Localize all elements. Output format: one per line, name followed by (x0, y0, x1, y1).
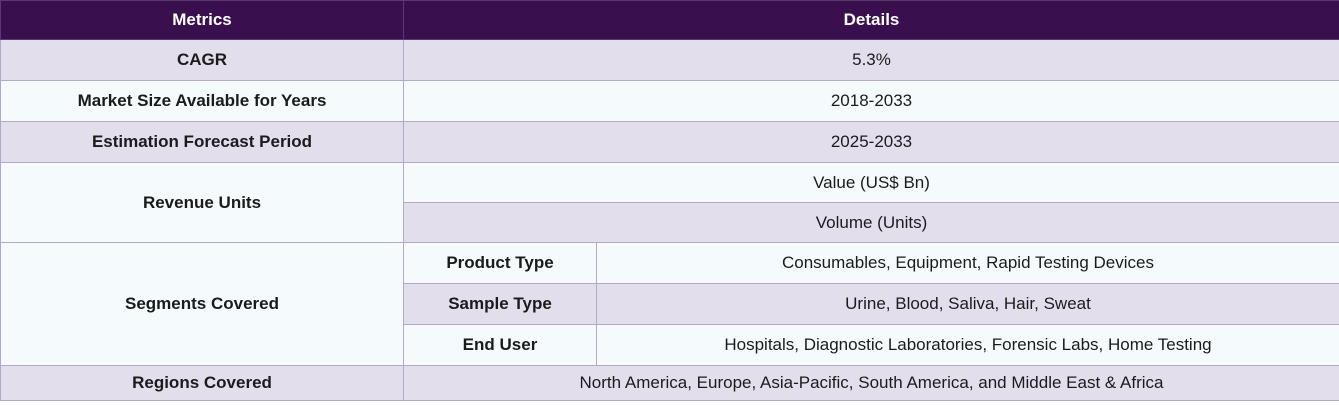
segment-name-sample-type: Sample Type (403, 283, 597, 325)
table-header-row: Metrics Details (0, 0, 1339, 40)
detail-value-revenue-volume: Volume (Units) (403, 202, 1339, 243)
detail-value-revenue-value: Value (US$ Bn) (403, 162, 1339, 203)
segment-value-end-user: Hospitals, Diagnostic Laboratories, Fore… (596, 324, 1339, 366)
table-row-cagr: CAGR 5.3% (0, 39, 1339, 81)
segment-value-product-type: Consumables, Equipment, Rapid Testing De… (596, 242, 1339, 284)
table-row-regions: Regions Covered North America, Europe, A… (0, 365, 1339, 401)
metric-label-segments: Segments Covered (0, 242, 404, 366)
table-row-segment-sample: Sample Type Urine, Blood, Saliva, Hair, … (1, 283, 1339, 325)
details-column-header: Details (403, 0, 1339, 40)
table-row-forecast: Estimation Forecast Period 2025-2033 (0, 121, 1339, 163)
metrics-column-header: Metrics (0, 0, 404, 40)
detail-value-regions: North America, Europe, Asia-Pacific, Sou… (403, 365, 1339, 401)
table-row-market-size: Market Size Available for Years 2018-203… (0, 80, 1339, 122)
metric-label-regions: Regions Covered (0, 365, 404, 401)
table-row-segment-end-user: End User Hospitals, Diagnostic Laborator… (1, 324, 1339, 366)
metric-label-revenue-units: Revenue Units (0, 162, 404, 243)
segment-name-end-user: End User (403, 324, 597, 366)
table-row-revenue-volume: Volume (Units) (1, 202, 1339, 243)
detail-value-forecast: 2025-2033 (403, 121, 1339, 163)
table-row-segment-product: Segments Covered Product Type Consumable… (0, 242, 1339, 366)
metric-label-forecast: Estimation Forecast Period (0, 121, 404, 163)
metric-label-cagr: CAGR (0, 39, 404, 81)
segment-name-product-type: Product Type (403, 242, 597, 284)
detail-value-cagr: 5.3% (403, 39, 1339, 81)
segment-value-sample-type: Urine, Blood, Saliva, Hair, Sweat (596, 283, 1339, 325)
detail-value-market-size: 2018-2033 (403, 80, 1339, 122)
metric-label-market-size: Market Size Available for Years (0, 80, 404, 122)
table-row-revenue-units: Revenue Units Value (US$ Bn) (0, 162, 1339, 243)
